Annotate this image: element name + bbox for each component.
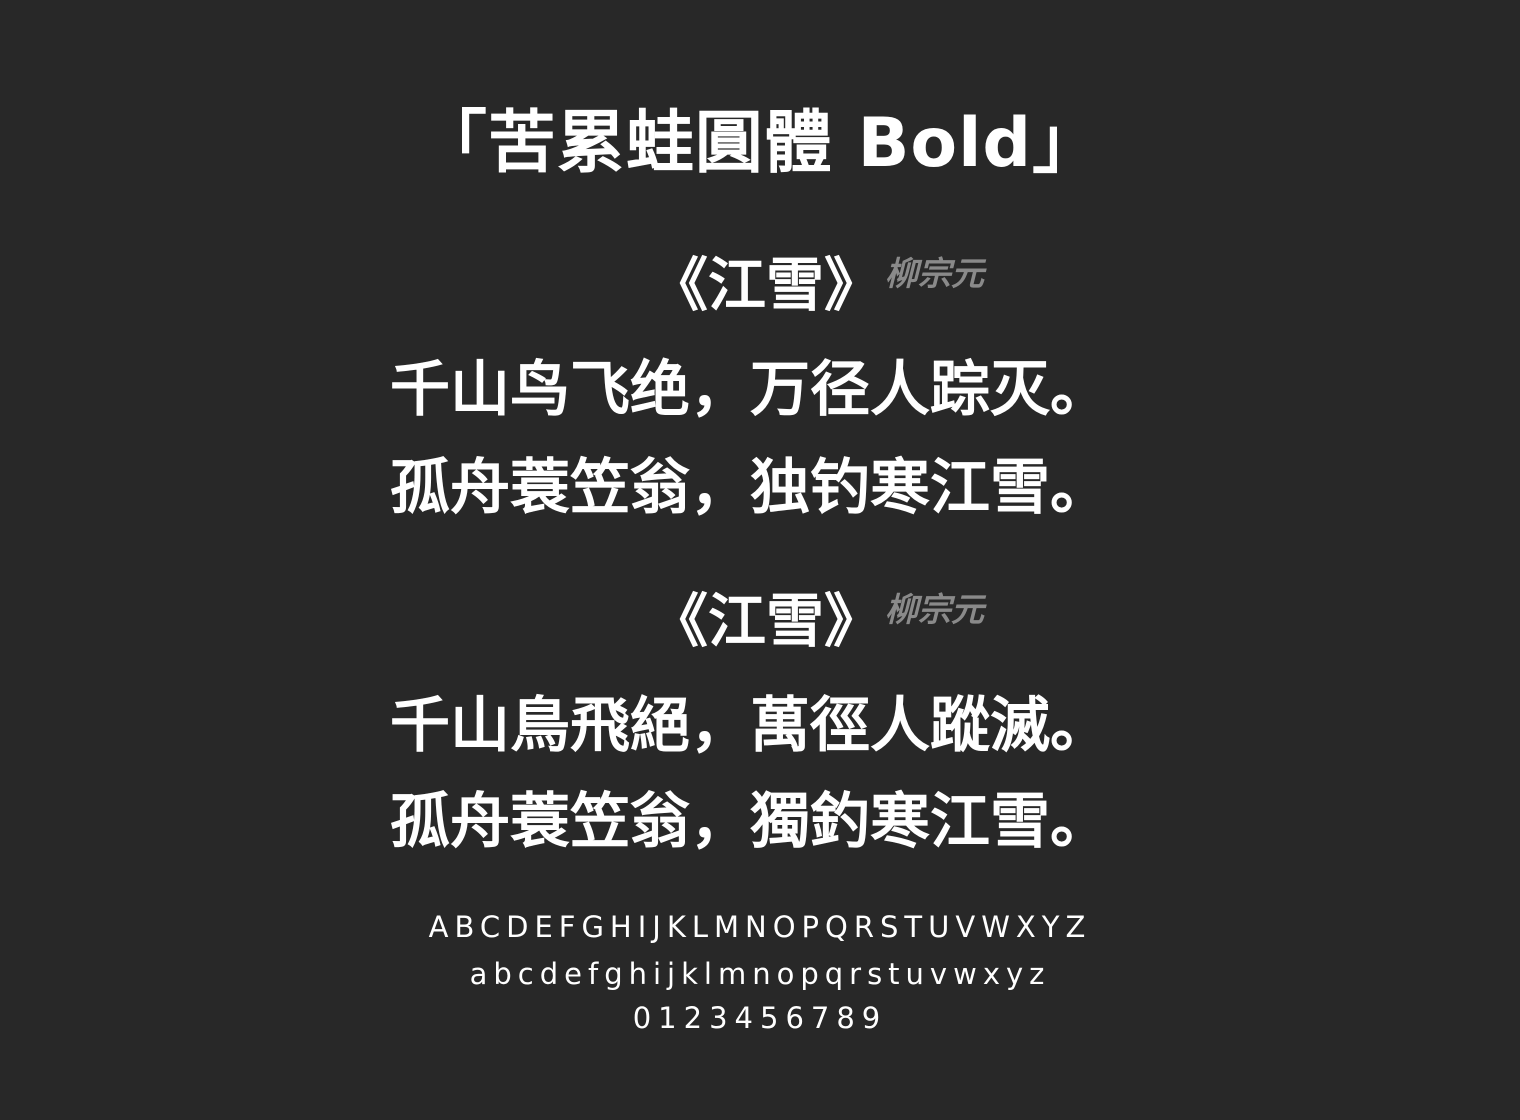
digits-sample: 0123456789 (632, 1001, 888, 1035)
poem-line: 孤舟蓑笠翁，独钓寒江雪。 (390, 453, 1110, 523)
poem-line: 孤舟蓑笠翁，獨釣寒江雪。 (390, 787, 1110, 857)
poem-title: 《江雪》 (650, 251, 883, 319)
poem-title: 《江雪》 (650, 587, 883, 655)
poem-line: 千山鳥飛絕，萬徑人蹤滅。 (390, 691, 1110, 761)
lowercase-sample: abcdefghijklmnopqrstuvwxyz (469, 957, 1051, 991)
poem-author: 柳宗元 (885, 254, 984, 293)
font-title: 「苦累蛙圓體 Bold」 (418, 104, 1102, 183)
poem-author: 柳宗元 (885, 590, 984, 629)
uppercase-sample: ABCDEFGHIJKLMNOPQRSTUVWXYZ (428, 910, 1092, 944)
poem-line: 千山鸟飞绝，万径人踪灭。 (390, 355, 1110, 425)
